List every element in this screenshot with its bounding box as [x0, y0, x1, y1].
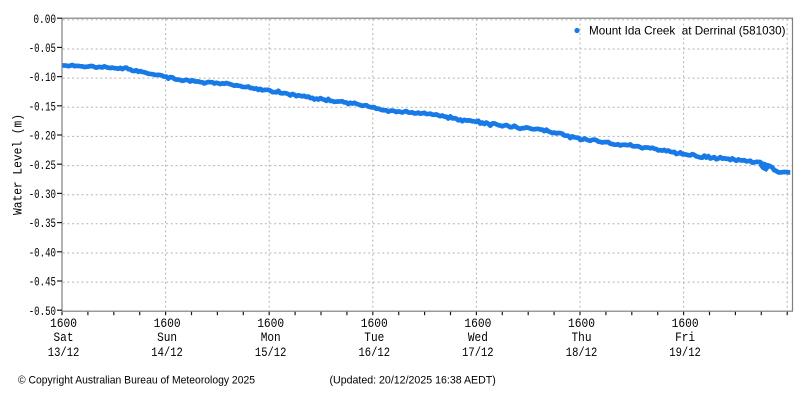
svg-text:-0.50: -0.50 — [29, 305, 56, 319]
svg-text:-0.45: -0.45 — [29, 276, 56, 290]
svg-text:1600: 1600 — [50, 317, 77, 331]
svg-text:Fri: Fri — [675, 331, 695, 345]
svg-text:0.00: 0.00 — [33, 13, 56, 27]
svg-text:15/12: 15/12 — [255, 346, 287, 360]
svg-text:1600: 1600 — [361, 317, 388, 331]
svg-text:(Updated: 20/12/2025 16:38 AED: (Updated: 20/12/2025 16:38 AEDT) — [330, 375, 496, 387]
svg-text:-0.10: -0.10 — [29, 71, 56, 85]
svg-text:1600: 1600 — [568, 317, 595, 331]
svg-text:-0.35: -0.35 — [29, 217, 56, 231]
svg-text:© Copyright Australian Bureau: © Copyright Australian Bureau of Meteoro… — [18, 375, 255, 387]
svg-text:-0.25: -0.25 — [29, 159, 56, 173]
svg-text:17/12: 17/12 — [462, 346, 494, 360]
svg-text:Mount Ida Creek at Derrinal (: Mount Ida Creek at Derrinal (581030) — [589, 23, 786, 37]
svg-text:Tue: Tue — [364, 331, 384, 345]
svg-text:Sat: Sat — [54, 331, 74, 345]
svg-text:Sun: Sun — [157, 331, 177, 345]
svg-text:Water Level (m): Water Level (m) — [12, 114, 26, 215]
svg-text:1600: 1600 — [154, 317, 181, 331]
svg-text:Mon: Mon — [261, 331, 281, 345]
svg-text:-0.05: -0.05 — [29, 42, 56, 56]
svg-text:-0.20: -0.20 — [29, 130, 56, 144]
svg-text:1600: 1600 — [257, 317, 284, 331]
svg-text:13/12: 13/12 — [48, 346, 80, 360]
svg-text:18/12: 18/12 — [566, 346, 598, 360]
svg-text:-0.40: -0.40 — [29, 246, 56, 260]
svg-text:1600: 1600 — [464, 317, 491, 331]
svg-text:1600: 1600 — [672, 317, 699, 331]
svg-text:-0.15: -0.15 — [29, 100, 56, 114]
svg-text:Wed: Wed — [468, 331, 488, 345]
svg-text:16/12: 16/12 — [359, 346, 391, 360]
svg-text:-0.30: -0.30 — [29, 188, 56, 202]
svg-text:Thu: Thu — [572, 331, 592, 345]
svg-text:14/12: 14/12 — [151, 346, 183, 360]
svg-text:19/12: 19/12 — [669, 346, 701, 360]
